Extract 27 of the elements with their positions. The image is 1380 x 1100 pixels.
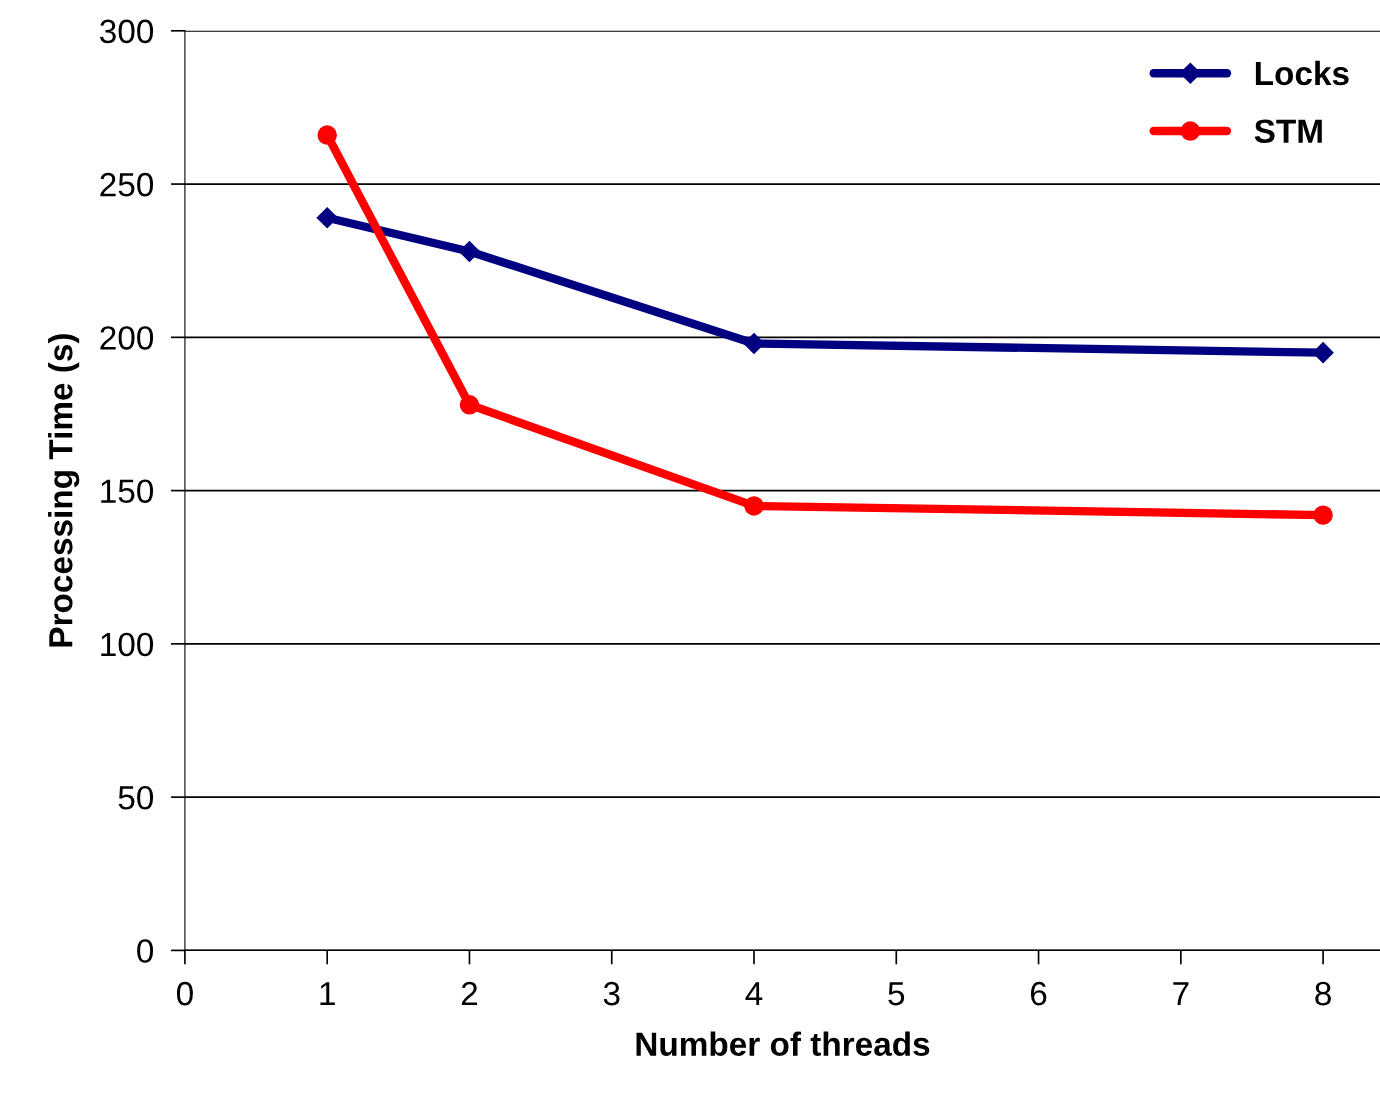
y-tick-label: 150 bbox=[101, 479, 154, 504]
x-tick-label: 7 bbox=[1173, 982, 1189, 1006]
x-tick-label: 0 bbox=[176, 981, 193, 1006]
x-tick-label: 1 bbox=[320, 982, 335, 1006]
x-tick-label: 2 bbox=[461, 981, 478, 1006]
x-tick-label: 4 bbox=[745, 982, 763, 1006]
point bbox=[1312, 342, 1334, 364]
x-tick-label: 3 bbox=[603, 981, 620, 1006]
x-tick-label: 5 bbox=[888, 982, 905, 1006]
point bbox=[744, 496, 764, 516]
x-tick-label: 6 bbox=[1030, 981, 1047, 1006]
y-tick-label: 250 bbox=[100, 172, 154, 197]
point bbox=[459, 395, 480, 415]
legend-label: Locks bbox=[1255, 60, 1349, 86]
legend-label: STM bbox=[1254, 119, 1322, 144]
x-axis-title: Number of threads bbox=[636, 1031, 930, 1056]
y-tick-label: 200 bbox=[100, 326, 154, 350]
y-tick-label: 0 bbox=[137, 939, 154, 963]
x-tick-label: 8 bbox=[1315, 981, 1331, 1006]
y-tick-label: 100 bbox=[101, 632, 154, 657]
y-axis-title: Processing Time (s) bbox=[48, 334, 80, 647]
y-tick-label: 300 bbox=[100, 19, 154, 44]
y-tick-label: 50 bbox=[118, 785, 154, 810]
point bbox=[316, 207, 338, 229]
point bbox=[317, 125, 337, 145]
point bbox=[1313, 505, 1333, 525]
point bbox=[458, 240, 480, 263]
